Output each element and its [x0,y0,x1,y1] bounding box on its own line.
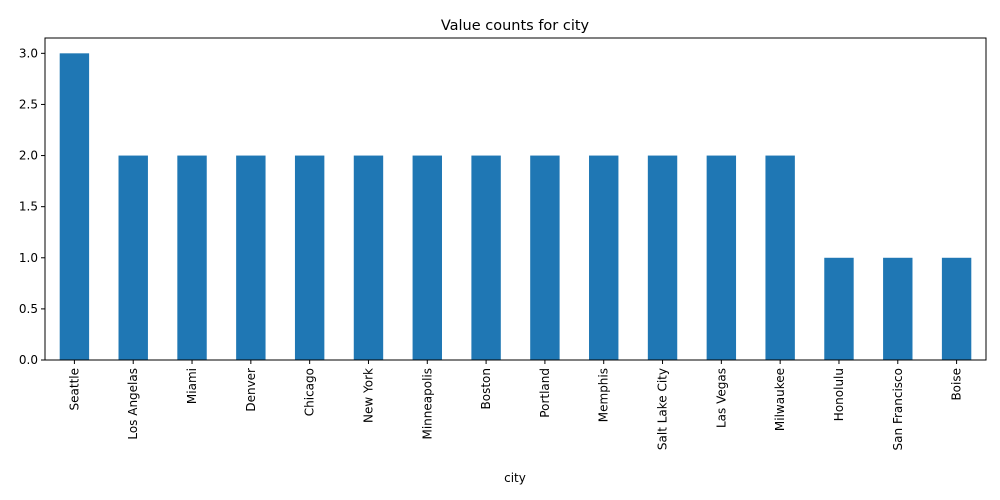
bar-boston [471,155,501,360]
x-tick-label: Miami [185,368,199,404]
bar-memphis [589,155,619,360]
x-tick-label: Milwaukee [773,368,787,431]
x-tick-label: Las Vegas [714,368,728,428]
bar-salt-lake-city [647,155,678,360]
bar-chicago [294,155,325,360]
bar-seattle [59,53,90,360]
y-tick-label: 0.0 [19,353,38,367]
y-axis: 0.0 0.5 1.0 1.5 2.0 2.5 3.0 [19,46,45,367]
y-tick-label: 1.5 [19,200,38,214]
y-tick-label: 3.0 [19,46,38,60]
x-tick-label: San Francisco [891,368,905,450]
x-tick-label: Los Angelas [126,368,140,440]
y-tick-label: 1.0 [19,251,38,265]
y-tick-label: 2.0 [19,149,38,163]
x-tick-label: Minneapolis [420,368,434,440]
x-tick-label: Denver [244,368,258,412]
chart-title: Value counts for city [441,18,590,34]
bar-minneapolis [412,155,442,360]
x-tick-label: Salt Lake City [656,368,670,450]
bars-group [59,53,972,360]
bar-los-angelas [118,155,148,360]
x-axis: Seattle Los Angelas Miami Denver Chicago New … [67,360,964,450]
bar-miami [177,155,207,360]
bar-san-francisco [883,257,913,360]
y-tick-label: 2.5 [19,97,38,111]
plot-frame [44,37,987,361]
x-tick-label: Chicago [303,368,317,416]
y-tick-label: 0.5 [19,302,38,316]
bar-honolulu [824,257,854,360]
bar-new-york [353,155,384,360]
x-tick-label: Memphis [597,368,611,422]
bar-las-vegas [706,155,737,360]
bar-portland [530,155,560,360]
bar-milwaukee [765,155,795,360]
x-tick-label: Boise [950,368,964,401]
x-axis-label: city [504,471,526,485]
bar-denver [236,155,266,360]
x-tick-label: Portland [538,368,552,418]
x-tick-label: Seattle [67,368,81,410]
x-tick-label: New York [361,368,375,423]
x-tick-label: Honolulu [832,368,846,421]
bar-boise [941,257,972,360]
x-tick-label: Boston [479,368,493,409]
